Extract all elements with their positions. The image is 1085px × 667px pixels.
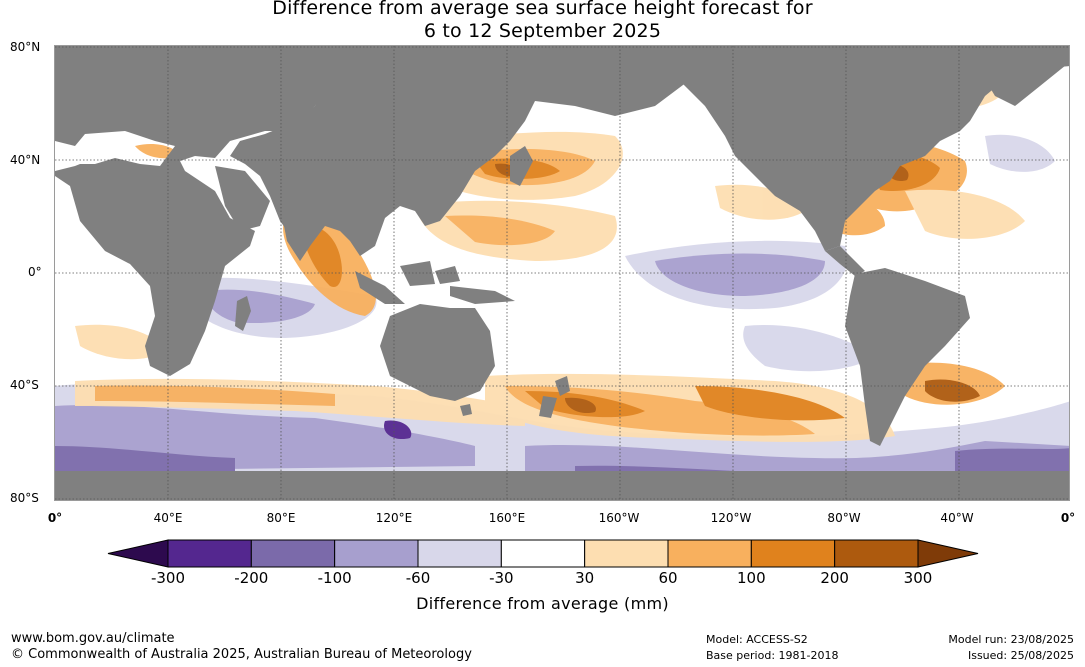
footer-model-run: Model run: 23/08/2025 [948, 633, 1074, 646]
lon-label-80e: 80°E [266, 511, 296, 525]
colorbar-segment [750, 539, 836, 568]
title-line-2: 6 to 12 September 2025 [423, 20, 662, 42]
sea-surface-height-map [54, 45, 1070, 501]
lat-label-equator: 0° [28, 265, 42, 279]
lon-label-160e: 160°E [488, 511, 526, 525]
lon-label-0-left: 0° [47, 511, 63, 525]
lon-label-40e: 40°E [153, 511, 183, 525]
map-svg [55, 46, 1069, 500]
land-masses [55, 46, 1069, 500]
colorbar-segment [667, 539, 752, 568]
colorbar-tick-label: -30 [489, 569, 514, 587]
colorbar-tick-label: 100 [737, 569, 766, 587]
colorbar-segment [500, 539, 586, 568]
lat-label-40n: 40°N [10, 153, 41, 167]
footer-issued: Issued: 25/08/2025 [967, 649, 1074, 662]
lat-label-40s: 40°S [10, 378, 39, 392]
colorbar-tick-label: 300 [903, 569, 933, 587]
lon-label-40w: 40°W [940, 511, 974, 525]
colorbar-segment [334, 539, 419, 568]
lat-label-80s: 80°S [10, 491, 39, 505]
colorbar-segment [167, 539, 252, 568]
colorbar-tick-label: 60 [658, 569, 678, 587]
footer-website: www.bom.gov.au/climate [11, 631, 175, 646]
lat-label-80n: 80°N [10, 40, 41, 54]
colorbar-extend-low [107, 539, 169, 568]
lon-label-0-right: 0° [1060, 511, 1076, 525]
colorbar-segment [417, 539, 502, 568]
graticule [55, 46, 1069, 500]
lon-label-160w: 160°W [598, 511, 640, 525]
colorbar-tick-label: 200 [820, 569, 849, 587]
colorbar-tick-label: 30 [575, 569, 595, 587]
lon-label-80w: 80°W [827, 511, 861, 525]
colorbar-tick-label: -60 [405, 569, 431, 587]
colorbar-tick-label: -100 [317, 569, 352, 587]
colorbar-segment [584, 539, 669, 568]
colorbar-segment [250, 539, 336, 568]
colorbar-segments [107, 539, 979, 568]
lon-label-120w: 120°W [710, 511, 752, 525]
colorbar-tick-label: -300 [150, 569, 186, 587]
colorbar-title: Difference from average (mm) [416, 594, 669, 613]
map-title: Difference from average sea surface heig… [0, 0, 1085, 43]
colorbar-extend-high [917, 539, 979, 568]
footer-model: Model: ACCESS-S2 [706, 633, 808, 646]
footer-copyright: © Commonwealth of Australia 2025, Austra… [11, 647, 472, 662]
footer-base-period: Base period: 1981-2018 [706, 649, 839, 662]
lon-label-120e: 120°E [375, 511, 413, 525]
colorbar-tick-label: -200 [234, 569, 269, 587]
title-line-1: Difference from average sea surface heig… [272, 0, 813, 19]
colorbar-segment [834, 539, 919, 568]
